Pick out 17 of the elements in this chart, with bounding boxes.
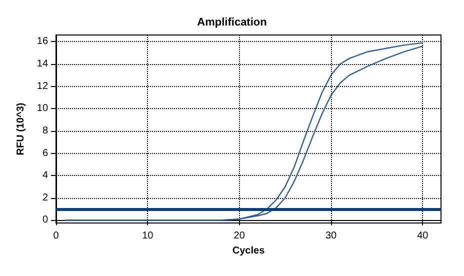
- y-tick-label: 16: [36, 36, 48, 48]
- y-axis-title: RFU (10^3): [16, 102, 26, 156]
- x-tick-label: 20: [234, 230, 246, 242]
- y-tick-label: 4: [42, 170, 48, 182]
- x-tick-label: 40: [417, 230, 429, 242]
- y-tick-label: 0: [42, 214, 48, 226]
- y-tick-label: 8: [42, 125, 48, 136]
- chart-title: Amplification: [197, 16, 268, 28]
- y-tick-label: 10: [36, 103, 48, 114]
- x-tick-label: 10: [142, 230, 154, 242]
- x-tick-label: 0: [53, 230, 60, 242]
- y-tick-label: 12: [36, 80, 48, 92]
- y-tick-label: 2: [42, 192, 48, 204]
- x-axis-title: Cycles: [232, 245, 266, 256]
- x-tick-label: 30: [325, 230, 338, 242]
- y-tick-label: 14: [36, 58, 48, 70]
- y-tick-label: 6: [42, 148, 48, 159]
